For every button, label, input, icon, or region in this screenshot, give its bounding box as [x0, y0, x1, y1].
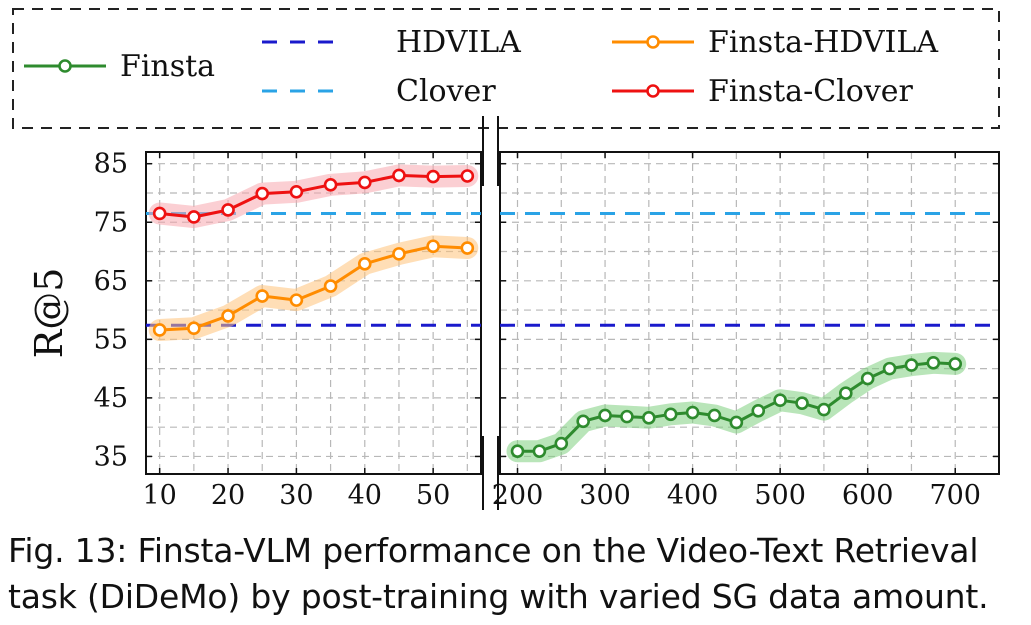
- data-point: [838, 386, 853, 401]
- x-tick-label: 10: [142, 480, 176, 511]
- data-point: [152, 206, 167, 221]
- data-point: [323, 279, 338, 293]
- figure-caption: Fig. 13: Finsta-VLM performance on the V…: [8, 528, 1023, 620]
- y-tick-label: 75: [94, 207, 128, 238]
- data-point: [817, 402, 831, 417]
- legend-label: Finsta-Clover: [708, 74, 914, 109]
- x-tick-label: 700: [929, 480, 981, 511]
- legend-entry-hdvila: HDVILA: [262, 25, 521, 60]
- legend-label: Finsta-HDVILA: [708, 25, 938, 60]
- x-tick-label: 20: [211, 480, 245, 511]
- caption-line-2: task (DiDeMo) by post-training with vari…: [8, 577, 989, 616]
- data-point: [948, 357, 963, 371]
- data-point: [221, 309, 235, 323]
- data-point: [904, 358, 919, 372]
- plot-area: 10 20 30 40 50 200 300 400 500 600 700 35 45 55 65 75 85…: [27, 116, 1000, 511]
- legend-label: Finsta: [120, 49, 215, 84]
- data-point: [426, 239, 440, 254]
- data-point: [255, 186, 270, 201]
- series-line: [159, 244, 468, 332]
- x-tick-label: 30: [279, 480, 313, 511]
- series-finsta-clover: [148, 164, 479, 228]
- data-point: [221, 203, 235, 217]
- data-point: [707, 408, 722, 423]
- data-point: [460, 241, 475, 255]
- legend-entry-clover: Clover: [262, 74, 496, 109]
- legend-label: HDVILA: [396, 25, 521, 60]
- data-point: [554, 436, 569, 451]
- data-point: [392, 168, 406, 183]
- data-point: [926, 355, 941, 370]
- data-point: [685, 405, 700, 420]
- data-point: [255, 289, 270, 303]
- data-point: [152, 323, 167, 337]
- x-tick-label: 400: [667, 480, 719, 511]
- data-point: [323, 177, 338, 192]
- data-point: [598, 408, 612, 423]
- caption-line-1: Fig. 13: Finsta-VLM performance on the V…: [8, 531, 979, 570]
- y-tick-label: 45: [94, 383, 128, 414]
- data-point: [663, 407, 678, 422]
- right-frame: [499, 151, 1000, 475]
- data-point: [620, 409, 634, 424]
- data-point: [642, 410, 656, 425]
- legend-label: Clover: [396, 74, 496, 109]
- data-point: [773, 393, 787, 408]
- data-point: [426, 169, 440, 184]
- confidence-band: [148, 164, 479, 228]
- series-finsta-hdvila: [148, 235, 479, 341]
- y-tick-label: 35: [94, 441, 128, 472]
- y-tick-label: 55: [94, 324, 128, 355]
- left-frame: [145, 151, 482, 475]
- left-grid: [146, 152, 481, 474]
- line-chart: Finsta HDVILA Finsta-HDVILA Clover Finsta-Cl…: [12, 8, 1000, 511]
- y-axis-label: R@5: [27, 268, 71, 359]
- data-point: [729, 415, 744, 430]
- y-tick-label: 85: [94, 149, 128, 180]
- data-point: [460, 169, 475, 183]
- legend-entry-finsta-clover: Finsta-Clover: [612, 74, 914, 109]
- x-tick-label: 600: [842, 480, 894, 511]
- x-tick-label: 200: [492, 480, 544, 511]
- data-point: [751, 403, 766, 418]
- data-point: [795, 396, 809, 410]
- data-point: [357, 175, 372, 190]
- confidence-band: [148, 235, 479, 341]
- right-panel: 200 300 400 500 600 700: [492, 151, 1000, 511]
- data-point: [289, 293, 304, 307]
- legend-marker: [646, 35, 660, 49]
- legend-frame: [12, 8, 1000, 129]
- data-point: [510, 444, 525, 458]
- data-point: [532, 444, 547, 458]
- data-point: [860, 371, 875, 386]
- legend-entry-finsta: Finsta: [24, 49, 215, 84]
- x-tick-label: 50: [416, 480, 450, 511]
- data-point: [187, 321, 201, 336]
- data-point: [576, 414, 590, 429]
- data-point: [392, 247, 406, 261]
- x-tick-label: 300: [579, 480, 631, 511]
- legend-entry-finsta-hdvila: Finsta-HDVILA: [612, 25, 938, 60]
- axis-break: [482, 116, 499, 510]
- legend-marker: [58, 59, 72, 73]
- data-point: [882, 361, 897, 376]
- x-tick-label: 500: [754, 480, 806, 511]
- data-point: [187, 210, 201, 224]
- data-point: [357, 257, 372, 271]
- data-point: [289, 185, 304, 199]
- legend-marker: [646, 84, 660, 98]
- y-tick-label: 65: [94, 266, 128, 297]
- legend: Finsta HDVILA Finsta-HDVILA Clover Finsta-Cl…: [12, 8, 1000, 129]
- series-finsta: [506, 351, 967, 463]
- series-line: [159, 173, 468, 219]
- x-tick-label: 40: [348, 480, 382, 511]
